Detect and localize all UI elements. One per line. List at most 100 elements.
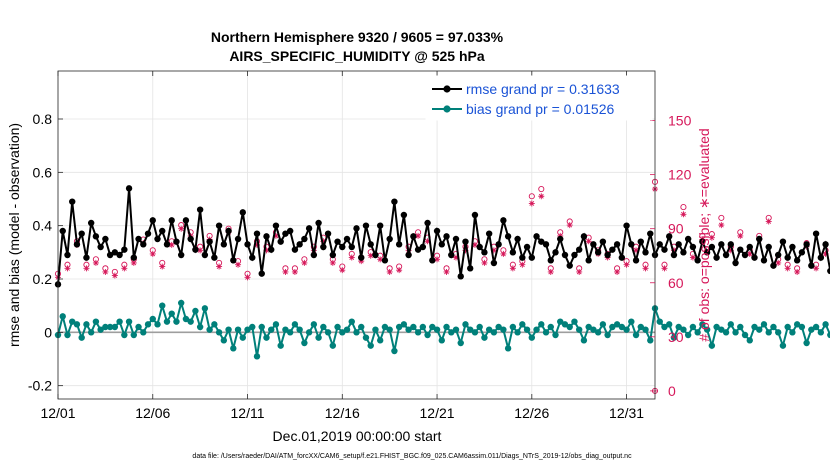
rmse-point [462, 238, 469, 245]
obs-evaluated-point [727, 247, 734, 254]
legend-bias-label: bias grand pr = 0.01526 [466, 101, 614, 117]
rmse-point [168, 217, 175, 224]
bias-point [282, 326, 289, 333]
obs-evaluated-point [623, 261, 630, 268]
obs-possible-point [538, 185, 545, 193]
obs-evaluated-point [329, 259, 336, 266]
bias-point [343, 326, 351, 333]
x-tick-label-1: 12/06 [135, 405, 170, 421]
rmse-point [642, 249, 649, 256]
bias-point [339, 329, 346, 336]
bias-point [798, 323, 806, 331]
rmse-point [182, 217, 190, 224]
rmse-point [381, 257, 389, 264]
bias-point [808, 326, 815, 333]
bias-point [211, 321, 218, 328]
obs-evaluated-point [471, 241, 478, 248]
rmse-point [699, 238, 706, 245]
bias-point [509, 323, 517, 331]
obs-evaluated-point [235, 261, 242, 268]
rmse-point [594, 249, 602, 256]
obs-evaluated-point [254, 241, 260, 248]
rmse-point [286, 227, 294, 235]
rmse-point [566, 262, 573, 269]
bias-point [471, 329, 479, 336]
rmse-point [301, 235, 308, 243]
bias-point [305, 329, 313, 336]
x-tick-label-3: 12/16 [325, 405, 360, 421]
obs-evaluated-point [566, 222, 573, 229]
rmse-point [192, 246, 199, 253]
bias-point [741, 331, 749, 339]
x-tick-label-4: 12/21 [420, 405, 455, 421]
rmse-point [230, 257, 237, 264]
bias-point [765, 329, 772, 336]
bias-point [713, 323, 720, 331]
obs-evaluated-point [585, 238, 592, 245]
bias-point [177, 299, 185, 307]
plot-area: 12/01 12/06 12/11 12/16 12/21 12/26 12/31 -0.2… [28, 70, 830, 421]
rmse-point [429, 257, 436, 264]
rmse-point [504, 233, 512, 240]
bias-point [263, 334, 270, 341]
rmse-point [69, 198, 76, 205]
obs-evaluated-point [538, 193, 545, 200]
bias-point [803, 339, 810, 347]
obs-evaluated-point [320, 238, 327, 245]
rmse-point [547, 257, 554, 264]
bias-point [277, 342, 284, 349]
rmse-point [613, 241, 621, 248]
rmse-point [253, 230, 261, 237]
rmse-point [92, 233, 100, 240]
legend-bias-marker [443, 105, 451, 113]
obs-evaluated-point [216, 263, 223, 270]
plot-frame [57, 70, 656, 400]
bias-point [97, 326, 104, 333]
rmse-point [339, 243, 346, 251]
obs-evaluated-point [197, 247, 204, 254]
rmse-series [54, 185, 830, 288]
legend-rmse-label: rmse grand pr = 0.31633 [466, 81, 620, 97]
bias-point [215, 329, 223, 336]
bias-point [116, 318, 123, 325]
footer-data-file: data file: /Users/raeder/DAI/ATM_forcXX/… [192, 453, 632, 460]
obs-evaluated-point [689, 254, 696, 261]
bias-point [481, 334, 488, 341]
y-left-tick-label-3: 0.4 [33, 218, 53, 234]
bias-point [689, 323, 697, 331]
bias-series [54, 299, 830, 360]
bias-point [414, 329, 422, 336]
rmse-point [140, 241, 147, 248]
obs-evaluated-point [83, 265, 90, 272]
obs-evaluated-point [519, 261, 526, 268]
bias-point [234, 326, 242, 333]
rmse-point [443, 233, 450, 240]
bias-point [376, 337, 384, 344]
bias-point [87, 329, 95, 336]
bias-point [751, 323, 758, 331]
obs-evaluated-point [159, 263, 166, 270]
rmse-point [239, 209, 246, 216]
obs-evaluated-point [415, 232, 422, 239]
bias-point [585, 323, 592, 331]
bias-point [789, 329, 796, 336]
obs-evaluated-point [130, 259, 137, 266]
rmse-point [481, 249, 488, 256]
rmse-point [211, 254, 218, 261]
bias-point [457, 339, 464, 347]
bias-point [154, 321, 161, 328]
rmse-point [277, 238, 284, 245]
rmse-point [793, 257, 801, 264]
rmse-point [73, 241, 81, 248]
bias-point [149, 315, 156, 323]
rmse-point [538, 238, 545, 245]
bias-point [680, 326, 687, 333]
obs-evaluated-point [746, 250, 753, 257]
bias-point [239, 334, 246, 341]
bias-point [111, 323, 119, 331]
obs-possible-point [528, 193, 535, 200]
bias-point [699, 321, 706, 328]
rmse-point [803, 241, 810, 248]
bias-point [703, 326, 711, 333]
bias-point [121, 331, 128, 339]
